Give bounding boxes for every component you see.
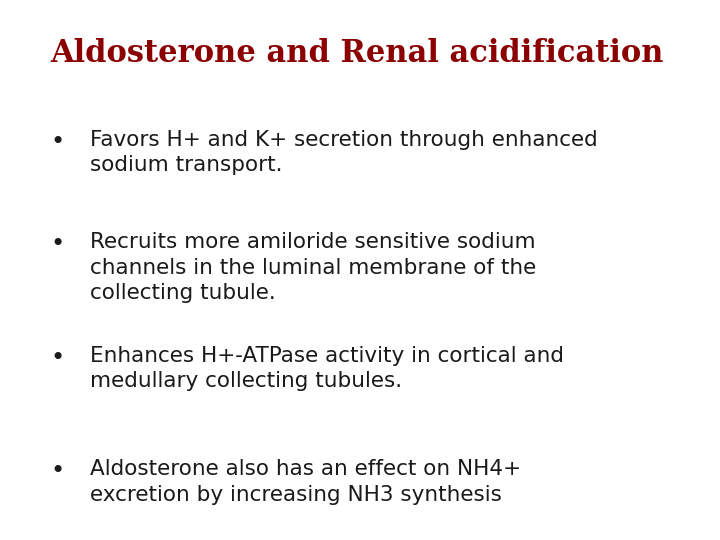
- Text: •: •: [50, 346, 65, 369]
- Text: •: •: [50, 130, 65, 153]
- Text: Favors H+ and K+ secretion through enhanced
sodium transport.: Favors H+ and K+ secretion through enhan…: [90, 130, 598, 175]
- Text: Recruits more amiloride sensitive sodium
channels in the luminal membrane of the: Recruits more amiloride sensitive sodium…: [90, 232, 536, 303]
- Text: •: •: [50, 459, 65, 483]
- Text: •: •: [50, 232, 65, 256]
- Text: Aldosterone and Renal acidification: Aldosterone and Renal acidification: [50, 38, 664, 69]
- Text: Enhances H+-ATPase activity in cortical and
medullary collecting tubules.: Enhances H+-ATPase activity in cortical …: [90, 346, 564, 391]
- Text: Aldosterone also has an effect on NH4+
excretion by increasing NH3 synthesis: Aldosterone also has an effect on NH4+ e…: [90, 459, 521, 504]
